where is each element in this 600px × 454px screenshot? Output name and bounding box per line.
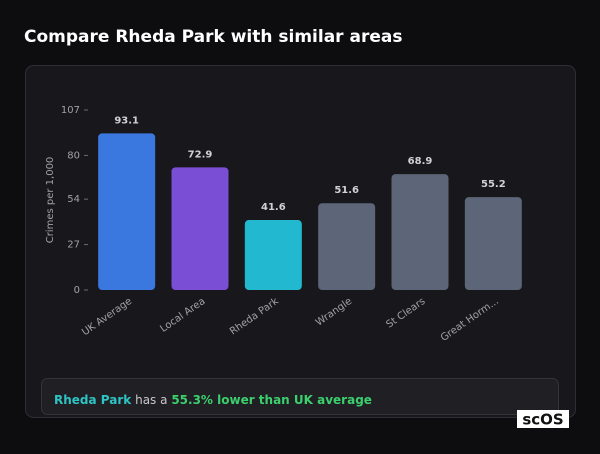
summary-box xyxy=(41,378,559,415)
bar xyxy=(318,203,376,290)
value-label: 72.9 xyxy=(188,149,213,160)
y-tick-label: 80 xyxy=(67,150,80,161)
bar xyxy=(98,133,156,290)
y-tick-label: 0 xyxy=(74,285,80,296)
y-tick-label: 54 xyxy=(67,194,80,205)
page-title: Compare Rheda Park with similar areas xyxy=(24,27,402,47)
bar xyxy=(244,220,302,290)
value-label: 93.1 xyxy=(114,115,139,126)
y-axis-title: Crimes per 1,000 xyxy=(45,157,56,244)
bar xyxy=(171,167,229,290)
summary-place: Rheda Park xyxy=(54,393,132,407)
bar xyxy=(391,174,449,290)
logo: scOS xyxy=(522,411,563,429)
bar xyxy=(464,197,522,290)
value-label: 51.6 xyxy=(334,185,359,196)
value-label: 68.9 xyxy=(408,156,433,167)
summary-text: has a xyxy=(135,393,167,407)
y-tick-label: 107 xyxy=(61,105,80,116)
logo-box xyxy=(517,410,569,428)
value-label: 55.2 xyxy=(481,179,506,190)
y-tick-label: 27 xyxy=(67,240,80,251)
summary-comparison: 55.3% lower than UK average xyxy=(171,393,372,407)
summary: Rheda Park has a 55.3% lower than UK ave… xyxy=(54,393,372,407)
value-label: 41.6 xyxy=(261,202,286,213)
